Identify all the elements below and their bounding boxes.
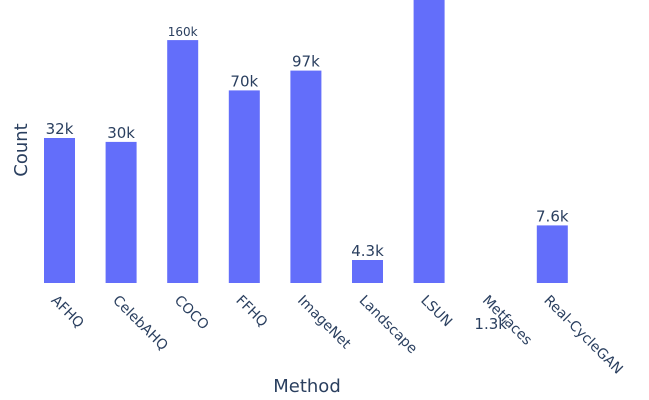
data-label-afhq: 32k [46,120,74,138]
x-tick-labels-layer: AFHQ CelebAHQ COCO FFHQ ImageNet LandscapeLSU… [48,293,626,378]
x-tick-label-afhq: AFHQ [48,293,87,332]
x-tick-label-celebahq: CelebAHQ [109,293,170,354]
data-label-imagenet: 97k [292,53,320,71]
y-axis-title: Count [11,123,32,176]
data-label-celebahq: 30k [107,124,135,142]
data-label-real-cyclegan: 7.6k [536,207,569,225]
bar-landscape [352,260,383,283]
x-axis-title: Method [273,376,341,397]
x-tick-label-real-cyclegan: Real-CycleGAN [540,293,625,378]
bar-ffhq [228,90,260,284]
x-tick-label-landscape: Landscape [356,293,421,358]
bar-afhq [44,138,75,283]
x-tick-label-lsun: LSUN [417,293,455,331]
data-label-metfaces: 1.3k [474,315,507,333]
bar-coco [167,40,199,283]
x-tick-label-ffhq: FFHQ [232,293,270,331]
data-label-landscape: 4.3k [351,242,384,260]
x-tick-label-coco: COCO [171,293,212,334]
bar-lsun [413,0,445,283]
x-tick-label-imagenet: ImageNet [294,293,354,353]
bar-imagenet [290,70,322,283]
data-label-ffhq: 70k [230,72,258,90]
data-label-coco: 160k [168,25,198,39]
bars-layer [44,0,568,284]
bar-real-cyclegan [536,225,568,283]
bar-celebahq [105,141,137,283]
